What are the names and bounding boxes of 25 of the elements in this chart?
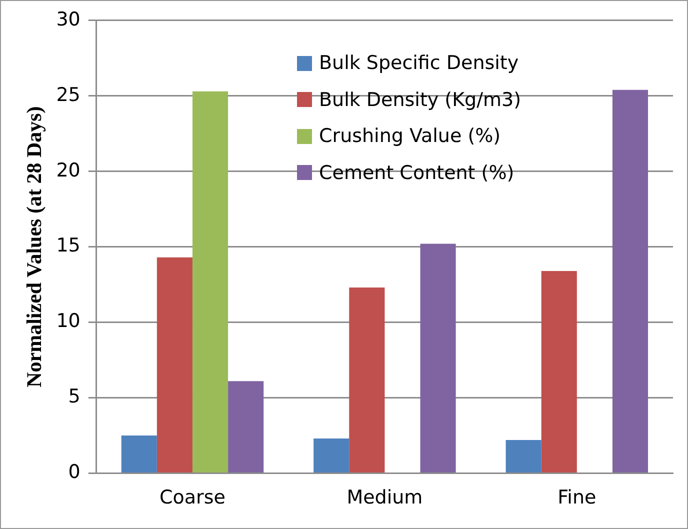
bar xyxy=(612,90,648,472)
bar xyxy=(420,244,456,472)
x-tick-label: Coarse xyxy=(160,486,226,509)
bar xyxy=(156,257,192,472)
bar xyxy=(314,438,350,472)
y-tick-label: 0 xyxy=(68,461,80,484)
y-tick-label: 30 xyxy=(56,8,80,30)
x-tick-label: Medium xyxy=(346,486,423,509)
y-tick-label: 25 xyxy=(56,84,80,106)
bar xyxy=(228,381,264,472)
bar xyxy=(349,288,385,472)
bar xyxy=(192,91,228,472)
y-axis-title: Normalized Values (at 28 Days) xyxy=(22,106,46,388)
bar xyxy=(506,440,542,472)
y-tick-label: 5 xyxy=(68,386,80,408)
legend-label: Bulk Specific Density xyxy=(319,52,519,74)
y-tick-label: 15 xyxy=(56,234,80,257)
y-tick-label: 20 xyxy=(56,159,80,182)
bar xyxy=(121,435,157,472)
x-tick-label: Fine xyxy=(558,486,596,509)
legend-label: Bulk Density (Kg/m3) xyxy=(319,88,522,111)
legend-label: Crushing Value (%) xyxy=(319,125,501,148)
legend-label: Cement Content (%) xyxy=(319,162,514,184)
y-tick-label: 10 xyxy=(56,310,80,332)
bar xyxy=(541,270,577,472)
